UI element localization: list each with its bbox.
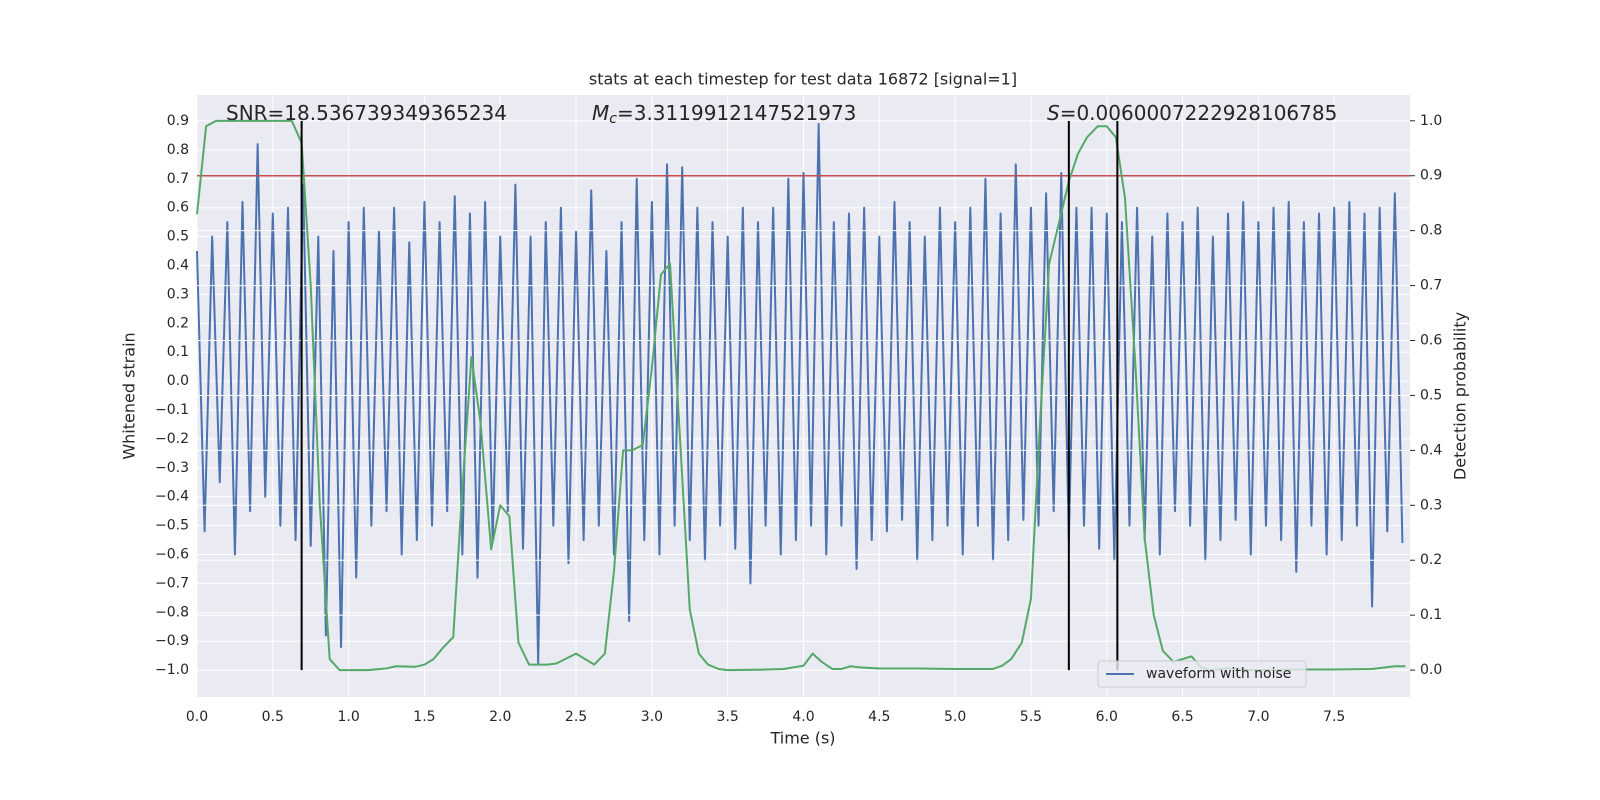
y2-tick-label: 0.8 (1420, 223, 1442, 239)
y-tick-label: 0.6 (167, 200, 189, 216)
y2-tick-label: 0.3 (1420, 497, 1442, 513)
y-tick-label: 0.2 (167, 315, 189, 331)
y2-tick-label: 1.0 (1420, 113, 1442, 129)
annotation-subscript: c (609, 111, 617, 127)
annotation: Mc=3.3119912147521973 (592, 101, 856, 128)
x-tick-label: 3.0 (641, 709, 663, 725)
annotation-text: =3.3119912147521973 (617, 101, 856, 125)
x-tick-label: 7.0 (1247, 709, 1269, 725)
y-tick-label: −0.4 (155, 489, 189, 505)
y-tick-label: −0.6 (155, 547, 189, 563)
x-tick-label: 2.5 (565, 709, 587, 725)
y2-tick-label: 0.0 (1420, 662, 1442, 678)
y-tick-label: −0.7 (155, 575, 189, 591)
y-tick-label: 0.1 (167, 344, 189, 360)
annotation: S=0.0060007222928106785 (1047, 101, 1337, 125)
y2-axis-label: Detection probability (1451, 312, 1470, 480)
x-tick-label: 3.5 (717, 709, 739, 725)
x-tick-label: 6.0 (1096, 709, 1118, 725)
y2-tick-label: 0.2 (1420, 552, 1442, 568)
x-tick-label: 4.0 (792, 709, 814, 725)
detection-probability-line (196, 119, 1406, 672)
y-axis-label: Whitened strain (120, 332, 139, 459)
annotation-symbol: S (1047, 101, 1060, 125)
y-tick-label: 0.5 (167, 229, 189, 245)
y-tick-label: 0.3 (167, 286, 189, 302)
y2-tick-label: 0.5 (1420, 387, 1442, 403)
annotation-text: SNR=18.536739349365234 (226, 101, 507, 125)
y2-tick-label: 0.4 (1420, 442, 1442, 458)
annotation-text: =0.0060007222928106785 (1060, 101, 1338, 125)
x-tick-label: 0.0 (186, 709, 208, 725)
x-tick-label: 1.0 (337, 709, 359, 725)
y-tick-label: −0.1 (155, 402, 189, 418)
y-tick-label: 0.9 (167, 113, 189, 129)
y-tick-label: 0.7 (167, 171, 189, 187)
y2-tick-label: 0.1 (1420, 607, 1442, 623)
y-tick-label: −1.0 (155, 662, 189, 678)
chart-title: stats at each timestep for test data 168… (589, 70, 1017, 89)
y2-tick-label: 0.9 (1420, 168, 1442, 184)
x-axis-label: Time (s) (769, 729, 835, 748)
y-tick-label: −0.5 (155, 518, 189, 534)
y2-tick-label: 0.6 (1420, 333, 1442, 349)
y-tick-label: 0.8 (167, 142, 189, 158)
x-tick-label: 6.5 (1171, 709, 1193, 725)
y-tick-label: 0.0 (167, 373, 189, 389)
y-tick-label: −0.8 (155, 604, 189, 620)
annotation-symbol: M (592, 101, 609, 125)
y-tick-label: 0.4 (167, 258, 189, 274)
y-tick-label: −0.2 (155, 431, 189, 447)
y-tick-label: −0.3 (155, 460, 189, 476)
legend-label: waveform with noise (1146, 666, 1291, 682)
x-tick-label: 1.5 (413, 709, 435, 725)
legend-box (1097, 660, 1307, 688)
x-tick-label: 7.5 (1323, 709, 1345, 725)
y2-tick-label: 0.7 (1420, 278, 1442, 294)
x-tick-label: 0.5 (262, 709, 284, 725)
waveform-line (196, 122, 1404, 666)
x-tick-label: 2.0 (489, 709, 511, 725)
x-tick-label: 5.0 (944, 709, 966, 725)
legend: waveform with noise (1097, 660, 1307, 688)
x-tick-label: 4.5 (868, 709, 890, 725)
y-tick-label: −0.9 (155, 633, 189, 649)
x-tick-label: 5.5 (1020, 709, 1042, 725)
annotation: SNR=18.536739349365234 (226, 101, 507, 125)
